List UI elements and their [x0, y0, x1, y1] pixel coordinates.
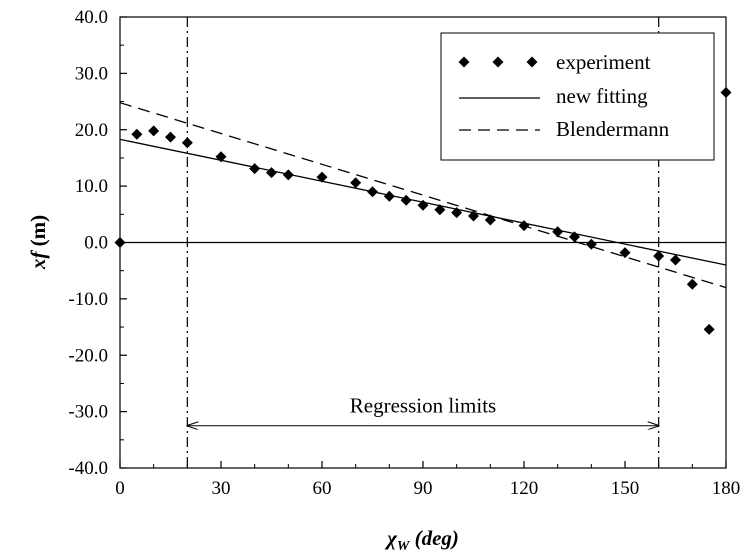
x-tick-label: 120 [510, 478, 539, 499]
regression-limits-label: Regression limits [350, 394, 496, 418]
experiment-point [434, 204, 446, 216]
experiment-point [282, 169, 294, 181]
legend-experiment-marker [458, 56, 470, 68]
y-tick-label: 0.0 [84, 233, 108, 254]
experiment-point [569, 231, 580, 243]
experiment-points [114, 87, 732, 335]
x-tick-label: 180 [712, 478, 741, 499]
legend-label-experiment: experiment [556, 50, 651, 74]
legend-label-new-fitting: new fitting [556, 84, 648, 108]
experiment-point [165, 131, 176, 143]
x-tick-label: 60 [313, 478, 332, 499]
x-tick-label: 30 [212, 478, 231, 499]
experiment-point [686, 278, 698, 290]
y-axis-label: xf (m) [26, 215, 50, 270]
x-axis-label-unit: (deg) [409, 526, 459, 550]
experiment-point [585, 238, 597, 250]
x-axis-label-symbol: χ [384, 526, 398, 550]
experiment-point [720, 87, 732, 99]
legend-label-blendermann: Blendermann [556, 117, 670, 141]
legend-experiment-marker [526, 56, 538, 68]
legend-experiment-marker [492, 56, 504, 68]
experiment-point [670, 254, 681, 266]
experiment-point [451, 207, 463, 219]
x-tick-label: 0 [115, 478, 125, 499]
experiment-point [518, 220, 530, 232]
experiment-point [552, 226, 564, 238]
y-tick-label: 30.0 [75, 63, 108, 84]
y-tick-label: 40.0 [75, 7, 108, 28]
experiment-point [484, 214, 496, 226]
experiment-point [417, 199, 429, 211]
experiment-point [653, 250, 665, 262]
x-axis-label-subscript: W [397, 539, 411, 554]
experiment-point [468, 210, 479, 222]
y-axis-label-symbol: xf [26, 250, 50, 271]
annotation-layer: Regression limits [187, 394, 658, 426]
x-tick-label: 90 [414, 478, 433, 499]
experiment-point [114, 237, 126, 248]
experiment-point [266, 167, 277, 179]
experiment-point [215, 151, 227, 163]
experiment-point [181, 137, 193, 149]
experiment-point [249, 163, 261, 175]
x-tick-label: 150 [611, 478, 640, 499]
experiment-point [619, 247, 631, 259]
experiment-point [400, 194, 412, 206]
ticks-layer: 0 30 60 90 120 150 180 -40.0 -30.0 -20.0 -10.0 0.0 1… [68, 7, 740, 499]
experiment-point [383, 190, 395, 202]
y-tick-label: -40.0 [68, 458, 108, 479]
y-tick-label: -20.0 [68, 345, 108, 366]
y-axis-label-unit: (m) [26, 215, 50, 252]
y-tick-label: 10.0 [75, 176, 108, 197]
experiment-point [350, 177, 362, 189]
legend: experiment new fitting Blendermann [440, 32, 715, 161]
experiment-point [703, 323, 715, 335]
y-tick-label: -10.0 [68, 289, 108, 310]
experiment-point [131, 128, 143, 140]
experiment-point [148, 125, 160, 137]
y-tick-label: -30.0 [68, 402, 108, 423]
x-axis-label: χW (deg) [384, 526, 459, 554]
blendermann-line [120, 102, 726, 289]
experiment-point [316, 171, 328, 183]
y-tick-label: 20.0 [75, 120, 108, 141]
experiment-point [367, 186, 378, 198]
legend-experiment-markers [458, 56, 538, 68]
legend-box [440, 32, 715, 161]
